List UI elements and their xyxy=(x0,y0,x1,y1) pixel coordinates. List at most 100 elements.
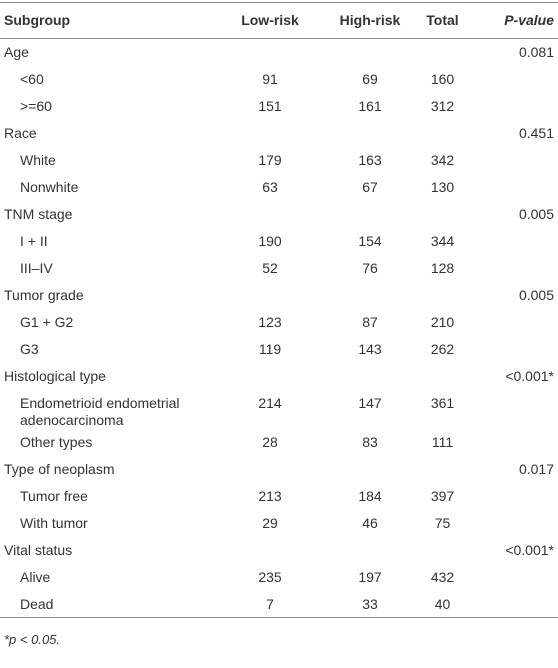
group-row: Vital status <0.001* xyxy=(0,537,558,564)
cell xyxy=(470,590,558,618)
p-value: 0.451 xyxy=(518,124,554,141)
row-label: Nonwhite xyxy=(20,178,79,195)
group-label: Histological type xyxy=(4,367,106,384)
row-label: Dead xyxy=(0,590,215,618)
p-value: 0.005 xyxy=(518,205,554,222)
cell xyxy=(325,120,415,147)
low-risk: 190 xyxy=(258,232,282,249)
sub-row: <60 91 69 160 xyxy=(0,66,558,93)
group-label: Type of neoplasm xyxy=(4,460,115,477)
cell xyxy=(215,201,325,228)
high-risk: 184 xyxy=(358,487,382,504)
low-risk: 213 xyxy=(258,487,282,504)
cell xyxy=(470,174,558,201)
sub-row: G1 + G2 123 87 210 xyxy=(0,309,558,336)
group-row: Race 0.451 xyxy=(0,120,558,147)
sub-row: I + II 190 154 344 xyxy=(0,228,558,255)
group-label: Tumor grade xyxy=(4,286,84,303)
group-label: Vital status xyxy=(4,541,73,558)
cell xyxy=(415,282,470,309)
table-body: Age 0.081 <60 91 69 160 >=60 151 161 312 Race 0.451… xyxy=(0,39,558,618)
low-risk: 151 xyxy=(258,97,282,114)
low-risk: 214 xyxy=(258,394,282,411)
cell xyxy=(470,564,558,591)
sub-row: With tumor 29 46 75 xyxy=(0,510,558,537)
p-value: 0.017 xyxy=(518,460,554,477)
data-table: Subgroup Low-risk High-risk Total P-valu… xyxy=(0,2,558,618)
header-cell: P-value xyxy=(470,2,558,39)
cell xyxy=(215,456,325,483)
cell xyxy=(470,510,558,537)
row-label: III–IV xyxy=(20,259,53,276)
row-label: Alive xyxy=(20,568,51,585)
group-label: TNM stage xyxy=(4,205,73,222)
row-label: G3 xyxy=(20,340,39,357)
total: 432 xyxy=(430,568,455,585)
total: 111 xyxy=(431,433,454,450)
sub-row: Endometrioid endometrial adenocarcinoma 2… xyxy=(0,390,558,429)
cell xyxy=(325,282,415,309)
total: 262 xyxy=(430,340,455,357)
low-risk: 91 xyxy=(262,70,278,87)
row-label: Endometrioid endometrial adenocarcinoma xyxy=(20,394,180,428)
row-label: Tumor free xyxy=(20,487,88,504)
high-risk: 147 xyxy=(358,394,382,411)
low-risk: 63 xyxy=(262,178,278,195)
group-label: Age xyxy=(4,44,29,60)
row-label: >=60 xyxy=(20,97,52,114)
total: 397 xyxy=(430,487,455,504)
header-row: Subgroup Low-risk High-risk Total P-valu… xyxy=(0,2,558,39)
low-risk: 29 xyxy=(262,514,278,531)
high-risk: 161 xyxy=(358,97,382,114)
cell xyxy=(470,255,558,282)
header-cell: Low-risk xyxy=(215,2,325,39)
sub-row: III–IV 52 76 128 xyxy=(0,255,558,282)
high-risk: 87 xyxy=(362,313,378,330)
total: 344 xyxy=(430,232,455,249)
footnote: *p < 0.05. xyxy=(4,632,61,647)
sub-row: Other types 28 83 111 xyxy=(0,429,558,456)
table-header: Subgroup Low-risk High-risk Total P-valu… xyxy=(0,2,558,39)
high-risk: 163 xyxy=(358,151,382,168)
cell xyxy=(215,537,325,564)
high-risk: 197 xyxy=(358,568,382,585)
high-risk: 154 xyxy=(358,232,382,249)
high-risk: 67 xyxy=(362,178,378,195)
cell xyxy=(470,309,558,336)
high-risk: 143 xyxy=(358,340,382,357)
cell xyxy=(215,363,325,390)
cell xyxy=(215,39,325,66)
row-label: With tumor xyxy=(20,514,88,531)
p-value: <0.001* xyxy=(505,367,554,384)
total: 342 xyxy=(430,151,455,168)
total: 361 xyxy=(430,394,455,411)
p-value: <0.001* xyxy=(505,541,554,558)
sub-row: G3 119 143 262 xyxy=(0,336,558,363)
low-risk: 119 xyxy=(258,340,282,357)
sub-row: Alive 235 197 432 xyxy=(0,564,558,591)
cell xyxy=(415,537,470,564)
total: 160 xyxy=(430,70,455,87)
sub-row: White 179 163 342 xyxy=(0,147,558,174)
cell xyxy=(415,456,470,483)
row-label: G1 + G2 xyxy=(20,313,74,330)
cell xyxy=(470,390,558,429)
high-risk: 76 xyxy=(362,259,378,276)
row-label: I + II xyxy=(20,232,48,249)
cell xyxy=(470,228,558,255)
total: 210 xyxy=(430,313,455,330)
cell xyxy=(470,66,558,93)
header-cell: Subgroup xyxy=(0,2,215,39)
group-row: TNM stage 0.005 xyxy=(0,201,558,228)
header-cell: Total xyxy=(415,2,470,39)
cell xyxy=(415,39,470,66)
low-risk: 52 xyxy=(262,259,278,276)
cell xyxy=(415,363,470,390)
cell xyxy=(470,147,558,174)
high-risk: 33 xyxy=(325,590,415,618)
p-value: 0.005 xyxy=(518,286,554,303)
total: 130 xyxy=(430,178,455,195)
cell xyxy=(470,429,558,456)
row-label: <60 xyxy=(20,70,44,87)
